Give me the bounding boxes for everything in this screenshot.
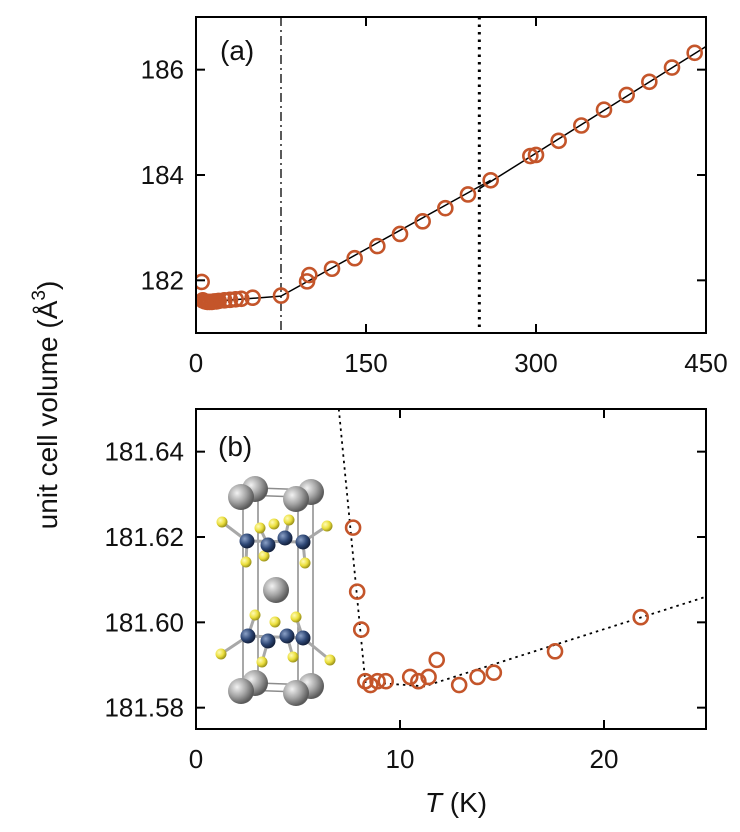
y-tick-label: 181.60 [104,607,184,637]
x-axis-title: T (K) [425,787,487,818]
y-axis-title: unit cell volume (Å3) [29,281,63,530]
data-point [196,273,210,291]
data-point [414,213,431,230]
data-point [573,117,590,134]
data-point [550,132,567,150]
y-tick-label: 181.64 [104,437,184,467]
x-tick-label: 150 [344,348,387,378]
data-point [210,292,227,310]
data-point [450,676,468,694]
panel-b-label: (b) [218,431,252,462]
data-point [401,668,419,686]
data-point [428,651,446,669]
data-point [410,672,427,690]
data-point [323,260,341,278]
x-tick-label: 450 [684,348,727,378]
data-point [301,266,318,284]
data-point [369,672,386,690]
data-point [344,519,362,536]
data-point [618,86,635,104]
x-tick-label: 10 [386,744,415,774]
panel-b-ticks: 0 10 20 181.58 181.60 181.62 181.64 [104,409,706,774]
data-point [227,290,244,308]
panel-b-points [344,519,650,694]
data-point [546,643,564,660]
panel-a-frame [195,16,707,334]
data-point [369,237,386,255]
panel-a-lines [212,17,706,333]
data-point [641,73,658,91]
data-point [482,171,499,189]
x-tick-label: 20 [590,744,619,774]
data-point [437,199,454,217]
panel-a-label: (a) [220,35,254,66]
x-tick-label: 300 [514,348,557,378]
panel-a: 0 150 300 450 182 184 186 (a) [141,16,728,378]
panel-b: 0 10 20 181.58 181.60 181.62 181.64 (b) [104,408,707,774]
x-tick-label: 0 [189,744,203,774]
data-point [216,292,233,309]
panel-a-ticks: 0 150 300 450 182 184 186 [141,17,728,378]
y-tick-label: 181.62 [104,522,184,552]
data-point [272,287,290,304]
crystal-structure-image [215,476,336,706]
data-point [485,664,503,681]
data-point [632,608,650,626]
data-point [595,101,613,118]
panel-a-points [196,44,703,311]
panel-b-lines [337,409,706,688]
data-point [233,290,250,308]
data-point [346,249,363,267]
fit-line [478,45,706,190]
data-point [377,672,395,690]
data-point [459,186,477,203]
panel-b-frame [195,408,707,730]
data-point [352,621,370,638]
data-point [348,583,366,600]
y-tick-label: 182 [141,265,184,295]
fit-line [337,409,706,688]
data-point [469,668,486,686]
data-point [663,59,681,76]
data-point [221,291,239,309]
data-point [527,146,545,164]
y-tick-label: 186 [141,55,184,85]
data-point [391,225,409,243]
data-point [420,668,437,686]
data-point [686,44,703,62]
y-tick-label: 181.58 [104,693,184,723]
data-point [244,289,261,307]
x-tick-label: 0 [189,348,203,378]
y-tick-label: 184 [141,160,184,190]
